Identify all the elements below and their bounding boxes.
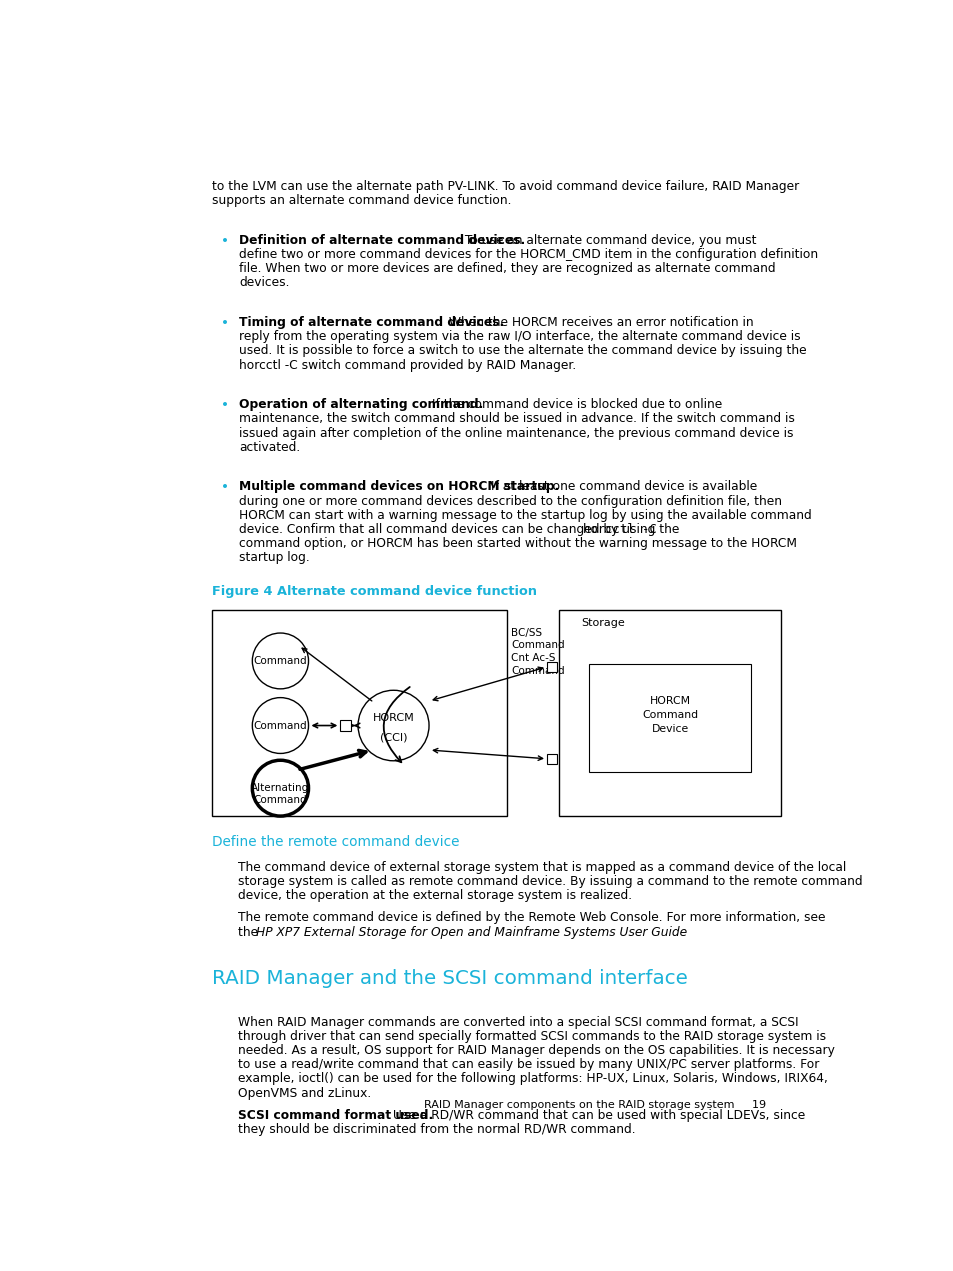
- Text: Cnt Ac-S: Cnt Ac-S: [511, 653, 555, 663]
- Text: needed. As a result, OS support for RAID Manager depends on the OS capabilities.: needed. As a result, OS support for RAID…: [237, 1043, 834, 1057]
- Text: •: •: [221, 398, 229, 412]
- Text: Command: Command: [641, 710, 698, 719]
- Text: reply from the operating system via the raw I/O interface, the alternate command: reply from the operating system via the …: [239, 330, 800, 343]
- Text: .: .: [590, 925, 594, 939]
- Text: RAID Manager components on the RAID storage system     19: RAID Manager components on the RAID stor…: [424, 1099, 765, 1110]
- Bar: [558, 610, 781, 816]
- Ellipse shape: [252, 633, 308, 689]
- Text: OpenVMS and zLinux.: OpenVMS and zLinux.: [237, 1087, 371, 1099]
- Text: HORCM: HORCM: [649, 697, 690, 707]
- Bar: [213, 610, 507, 816]
- Text: Timing of alternate command devices.: Timing of alternate command devices.: [239, 316, 504, 329]
- Text: The remote command device is defined by the Remote Web Console. For more informa: The remote command device is defined by …: [237, 911, 824, 924]
- Text: command option, or HORCM has been started without the warning message to the HOR: command option, or HORCM has been starte…: [239, 538, 796, 550]
- Text: file. When two or more devices are defined, they are recognized as alternate com: file. When two or more devices are defin…: [239, 262, 775, 275]
- Text: Multiple command devices on HORCM startup.: Multiple command devices on HORCM startu…: [239, 480, 558, 493]
- Text: to use a read/write command that can easily be issued by many UNIX/PC server pla: to use a read/write command that can eas…: [237, 1059, 818, 1071]
- Ellipse shape: [252, 698, 308, 754]
- Text: If the command device is blocked due to online: If the command device is blocked due to …: [428, 398, 722, 411]
- Text: horcctl -C switch command provided by RAID Manager.: horcctl -C switch command provided by RA…: [239, 358, 576, 371]
- Text: define two or more command devices for the HORCM_CMD item in the configuration d: define two or more command devices for t…: [239, 248, 818, 261]
- Text: RAID Manager and the SCSI command interface: RAID Manager and the SCSI command interf…: [212, 970, 687, 989]
- Text: (CCI): (CCI): [379, 732, 407, 742]
- Text: •: •: [221, 480, 229, 494]
- Text: issued again after completion of the online maintenance, the previous command de: issued again after completion of the onl…: [239, 427, 793, 440]
- Text: they should be discriminated from the normal RD/WR command.: they should be discriminated from the no…: [237, 1122, 635, 1136]
- Bar: [588, 663, 751, 771]
- Text: SCSI command format used.: SCSI command format used.: [237, 1108, 433, 1122]
- Text: Figure 4 Alternate command device function: Figure 4 Alternate command device functi…: [212, 585, 537, 599]
- Text: horcctl -C: horcctl -C: [582, 522, 657, 536]
- Text: devices.: devices.: [239, 276, 289, 290]
- Text: startup log.: startup log.: [239, 552, 310, 564]
- Text: the: the: [237, 925, 261, 939]
- Text: When RAID Manager commands are converted into a special SCSI command format, a S: When RAID Manager commands are converted…: [237, 1016, 798, 1028]
- Text: Command: Command: [511, 666, 564, 676]
- Text: device. Confirm that all command devices can be changed by using the: device. Confirm that all command devices…: [239, 522, 682, 536]
- Text: To use an alternate command device, you must: To use an alternate command device, you …: [460, 234, 756, 247]
- Text: HP XP7 External Storage for Open and Mainframe Systems User Guide: HP XP7 External Storage for Open and Mai…: [255, 925, 686, 939]
- Text: Command: Command: [253, 721, 307, 731]
- Text: device, the operation at the external storage system is realized.: device, the operation at the external st…: [237, 890, 631, 902]
- Text: Device: Device: [651, 723, 688, 733]
- Text: Command: Command: [511, 641, 564, 651]
- Text: used. It is possible to force a switch to use the alternate the command device b: used. It is possible to force a switch t…: [239, 344, 806, 357]
- Bar: [546, 754, 556, 764]
- Text: When the HORCM receives an error notification in: When the HORCM receives an error notific…: [444, 316, 753, 329]
- Text: •: •: [221, 316, 229, 330]
- Text: example, ioctl() can be used for the following platforms: HP-UX, Linux, Solaris,: example, ioctl() can be used for the fol…: [237, 1073, 826, 1085]
- Text: Command: Command: [253, 656, 307, 666]
- Bar: [340, 721, 351, 731]
- Text: The command device of external storage system that is mapped as a command device: The command device of external storage s…: [237, 860, 845, 874]
- Text: •: •: [221, 234, 229, 248]
- Ellipse shape: [357, 690, 429, 761]
- Text: supports an alternate command device function.: supports an alternate command device fun…: [212, 194, 511, 207]
- Text: BC/SS: BC/SS: [511, 628, 541, 638]
- Text: Operation of alternating command.: Operation of alternating command.: [239, 398, 483, 411]
- Text: storage system is called as remote command device. By issuing a command to the r: storage system is called as remote comma…: [237, 876, 862, 888]
- Text: activated.: activated.: [239, 441, 300, 454]
- Text: Use a RD/WR command that can be used with special LDEVs, since: Use a RD/WR command that can be used wit…: [389, 1108, 804, 1122]
- Text: to the LVM can use the alternate path PV-LINK. To avoid command device failure, : to the LVM can use the alternate path PV…: [212, 180, 798, 193]
- Text: If at least one command device is available: If at least one command device is availa…: [487, 480, 757, 493]
- Text: Define the remote command device: Define the remote command device: [212, 835, 458, 849]
- Text: through driver that can send specially formatted SCSI commands to the RAID stora: through driver that can send specially f…: [237, 1030, 824, 1043]
- Text: during one or more command devices described to the configuration definition fil: during one or more command devices descr…: [239, 494, 781, 507]
- Text: Definition of alternate command devices.: Definition of alternate command devices.: [239, 234, 525, 247]
- Ellipse shape: [252, 760, 308, 816]
- Text: Alternating
Command: Alternating Command: [251, 783, 309, 805]
- Text: HORCM can start with a warning message to the startup log by using the available: HORCM can start with a warning message t…: [239, 508, 811, 522]
- Text: Storage: Storage: [580, 618, 624, 628]
- Text: HORCM: HORCM: [373, 713, 414, 723]
- Text: maintenance, the switch command should be issued in advance. If the switch comma: maintenance, the switch command should b…: [239, 412, 794, 426]
- Bar: [546, 662, 556, 671]
